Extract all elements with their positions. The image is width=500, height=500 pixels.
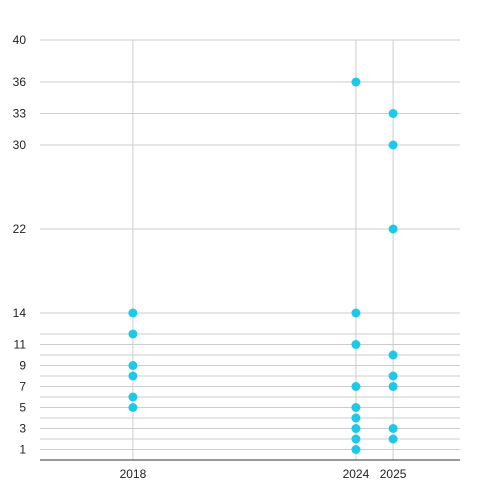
data-point bbox=[128, 403, 138, 412]
data-point bbox=[351, 77, 361, 87]
data-point bbox=[128, 392, 138, 402]
data-point bbox=[388, 350, 398, 360]
data-point bbox=[351, 445, 361, 454]
data-point bbox=[351, 308, 361, 318]
data-point bbox=[351, 413, 361, 423]
y-tick-label: 11 bbox=[14, 338, 27, 352]
data-point bbox=[388, 140, 398, 150]
y-tick-label: 1 bbox=[19, 443, 26, 457]
x-tick-label: 2025 bbox=[380, 467, 407, 481]
data-point bbox=[388, 382, 398, 391]
grid-layer bbox=[40, 39, 460, 460]
point-layer bbox=[128, 77, 398, 454]
y-tick-label: 36 bbox=[13, 75, 27, 89]
x-tick-label: 2018 bbox=[120, 467, 147, 481]
y-tick-label: 7 bbox=[19, 380, 26, 394]
data-point bbox=[351, 424, 361, 433]
data-point bbox=[388, 424, 398, 433]
data-point bbox=[388, 109, 398, 118]
x-tick-label: 2024 bbox=[343, 467, 370, 481]
data-point bbox=[351, 340, 361, 349]
y-tick-label: 22 bbox=[13, 222, 27, 236]
data-point bbox=[388, 224, 398, 234]
y-tick-label: 9 bbox=[19, 359, 26, 373]
y-tick-label: 3 bbox=[19, 422, 26, 436]
y-tick-label: 14 bbox=[13, 306, 27, 320]
data-point bbox=[351, 434, 361, 444]
data-point bbox=[388, 434, 398, 444]
y-tick-label: 30 bbox=[13, 138, 27, 152]
data-point bbox=[128, 361, 138, 370]
data-point bbox=[128, 308, 138, 318]
tick-layer: 1 3 5 7 9 11 14 22 30 33 36 40 2018 2024 2025 bbox=[13, 33, 407, 481]
data-point bbox=[351, 403, 361, 412]
data-point bbox=[388, 371, 398, 381]
y-tick-label: 40 bbox=[13, 33, 27, 47]
y-tick-label: 33 bbox=[13, 107, 27, 121]
y-tick-label: 5 bbox=[19, 401, 26, 415]
data-point bbox=[351, 382, 361, 391]
data-point bbox=[128, 371, 138, 381]
data-point bbox=[128, 329, 138, 339]
